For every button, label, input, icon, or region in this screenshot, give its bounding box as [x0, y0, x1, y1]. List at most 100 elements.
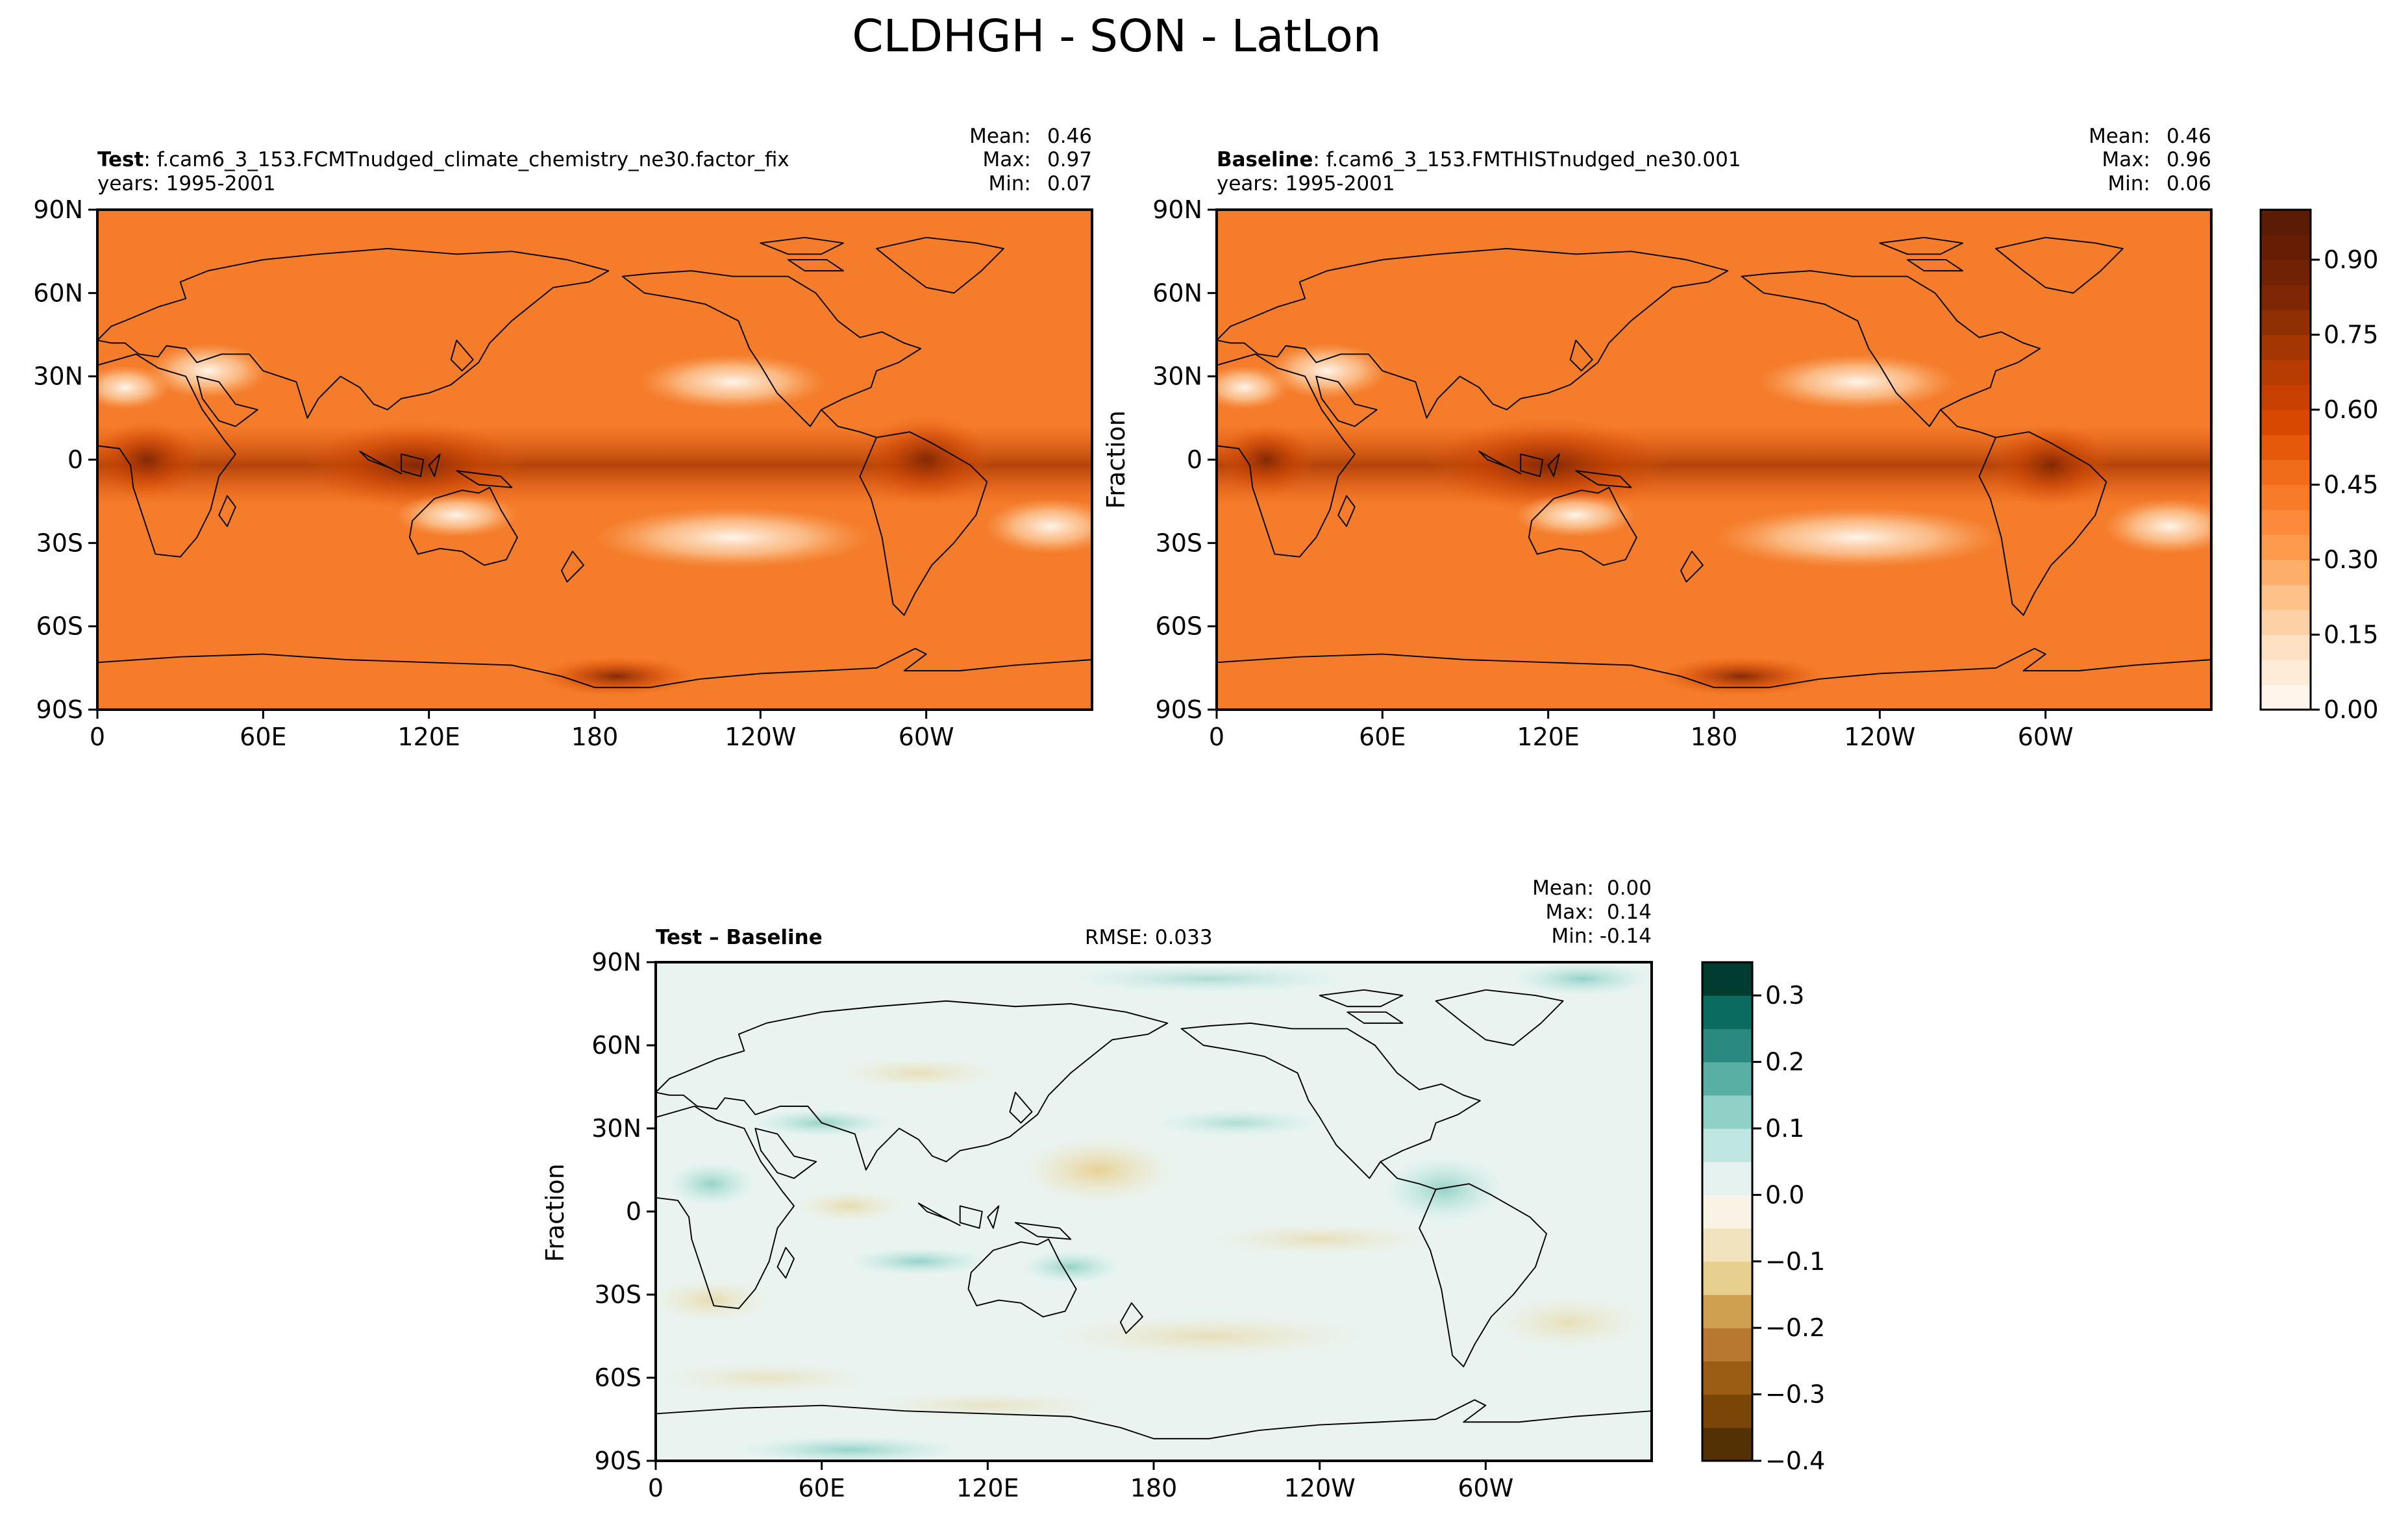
- diff-y-axis: 90N 60N 30N 0 30S 60S 90S: [591, 948, 656, 1475]
- x-tick-label: 60W: [899, 723, 954, 751]
- field-colorbar: 0.00 0.15 0.30 0.45 0.60 0.75 0.90: [2259, 208, 2379, 724]
- y-tick-label: 60N: [1152, 279, 1202, 307]
- test-spac-min: [595, 506, 871, 568]
- baseline-ylabel: Fraction: [1102, 410, 1130, 509]
- colorbar-level: [2261, 534, 2311, 560]
- colorbar-tick-label: −0.3: [1765, 1380, 1825, 1409]
- colorbar-tick-label: 0.45: [2324, 471, 2379, 499]
- colorbar-tick-label: 0.2: [1765, 1048, 1804, 1076]
- baseline-spac-min: [1714, 506, 2002, 568]
- colorbar-level: [2261, 660, 2311, 686]
- diff-label: Test – Baseline: [656, 926, 823, 949]
- diff-teal-8: [738, 1436, 960, 1461]
- test-map: [97, 210, 1092, 710]
- baseline-amazon-max: [1990, 423, 2112, 507]
- test-africa-max: [97, 421, 203, 499]
- baseline-max-value: 0.96: [2166, 148, 2211, 171]
- x-tick-label: 60W: [1458, 1474, 1513, 1502]
- y-tick-label: 60S: [595, 1363, 641, 1392]
- test-satl-min: [984, 498, 1092, 554]
- colorbar-level: [2261, 410, 2311, 436]
- diff-tan-1: [835, 1056, 1002, 1090]
- y-tick-label: 0: [1187, 445, 1202, 474]
- colorbar-level: [2261, 384, 2311, 410]
- diff-max-label: Max:: [1545, 901, 1594, 924]
- test-min-label: Min:: [989, 172, 1031, 195]
- test-arabia-min: [147, 343, 269, 399]
- test-mean-label: Mean:: [969, 125, 1031, 148]
- difference-colorbar: 0.3 0.2 0.1 0.0 −0.1 −0.2 −0.3 −0.4: [1701, 961, 1825, 1475]
- y-tick-label: 0: [626, 1197, 641, 1226]
- y-tick-label: 90N: [33, 195, 83, 224]
- diff-tan-7: [1491, 1295, 1646, 1350]
- colorbar-level: [2261, 684, 2311, 710]
- y-tick-label: 30S: [595, 1280, 641, 1309]
- diff-mean-label: Mean:: [1532, 876, 1594, 900]
- y-tick-label: 60N: [591, 1031, 641, 1060]
- test-sahara-min: [97, 365, 169, 410]
- colorbar-level: [1702, 1261, 1752, 1295]
- baseline-arabia-min: [1266, 343, 1388, 399]
- x-tick-label: 0: [1209, 723, 1224, 751]
- colorbar-level: [1702, 1195, 1752, 1229]
- y-tick-label: 90S: [595, 1447, 641, 1475]
- colorbar-tick-label: 0.30: [2324, 545, 2379, 574]
- x-tick-label: 60E: [240, 723, 286, 751]
- colorbar-level: [2261, 260, 2311, 286]
- colorbar-level: [2261, 610, 2311, 636]
- colorbar-level: [1702, 962, 1752, 996]
- y-tick-label: 30S: [36, 528, 83, 557]
- colorbar-level: [1702, 1095, 1752, 1129]
- baseline-sahara-min: [1217, 365, 1289, 410]
- baseline-years: years: 1995-2001: [1217, 172, 1395, 195]
- test-aus-min: [395, 493, 517, 538]
- diff-x-axis: 0 60E 120E 180 120W 60W: [648, 1461, 1513, 1502]
- colorbar-tick-label: 0.3: [1765, 981, 1804, 1010]
- colorbar-level: [1702, 1128, 1752, 1162]
- colorbar-level: [1702, 1228, 1752, 1262]
- diff-tan-9: [863, 1391, 1113, 1419]
- test-y-axis: 90N 60N 30N 0 30S 60S 90S: [33, 195, 97, 724]
- diff-teal-3: [1383, 1156, 1506, 1223]
- baseline-min-label: Min:: [2108, 172, 2150, 195]
- diff-min-value: -0.14: [1600, 925, 1652, 948]
- colorbar-level: [2261, 434, 2311, 460]
- colorbar-tick-label: 0.75: [2324, 321, 2379, 349]
- test-run-label: Test: f.cam6_3_153.FCMTnudged_climate_ch…: [97, 148, 789, 171]
- colorbar-level: [2261, 584, 2311, 610]
- y-tick-label: 30S: [1156, 528, 1202, 557]
- diff-ylabel: Fraction: [541, 1163, 569, 1262]
- baseline-mean-label: Mean:: [2089, 125, 2150, 148]
- x-tick-label: 0: [648, 1474, 664, 1502]
- x-tick-label: 0: [90, 723, 105, 751]
- y-tick-label: 60N: [33, 279, 83, 307]
- colorbar-level: [1702, 1394, 1752, 1428]
- test-min-value: 0.07: [1047, 172, 1092, 195]
- test-max-label: Max:: [982, 148, 1031, 171]
- colorbar-tick-label: 0.1: [1765, 1114, 1804, 1143]
- test-panel: Test: f.cam6_3_153.FCMTnudged_climate_ch…: [33, 125, 1093, 751]
- diff-teal-5: [849, 1247, 988, 1276]
- diff-mean-value: 0.00: [1607, 876, 1652, 900]
- baseline-satl-min: [2104, 498, 2211, 554]
- colorbar-level: [2261, 510, 2311, 536]
- diff-teal-7: [1154, 1109, 1320, 1137]
- y-tick-label: 90S: [36, 695, 83, 724]
- diff-teal-1: [1513, 962, 1652, 996]
- x-tick-label: 180: [571, 723, 619, 751]
- colorbar-frame: [2259, 208, 2312, 711]
- difference-map: [656, 962, 1652, 1461]
- diff-tan-4: [1209, 1223, 1431, 1256]
- colorbar-level: [1702, 1162, 1752, 1195]
- baseline-case-name: : f.cam6_3_153.FMTHISTnudged_ne30.001: [1313, 148, 1741, 171]
- colorbar-level: [2261, 460, 2311, 486]
- baseline-aus-min: [1515, 493, 1637, 538]
- colorbar-level: [1702, 1295, 1752, 1328]
- y-tick-label: 30N: [591, 1114, 641, 1143]
- diff-teal-4: [667, 1162, 756, 1206]
- diff-tan-2: [1021, 1136, 1176, 1204]
- baseline-panel: Baseline: f.cam6_3_153.FMTHISTnudged_ne3…: [1102, 125, 2213, 751]
- colorbar-level: [2261, 234, 2311, 260]
- colorbar-frame: [1701, 961, 1754, 1462]
- colorbar-level: [1702, 995, 1752, 1029]
